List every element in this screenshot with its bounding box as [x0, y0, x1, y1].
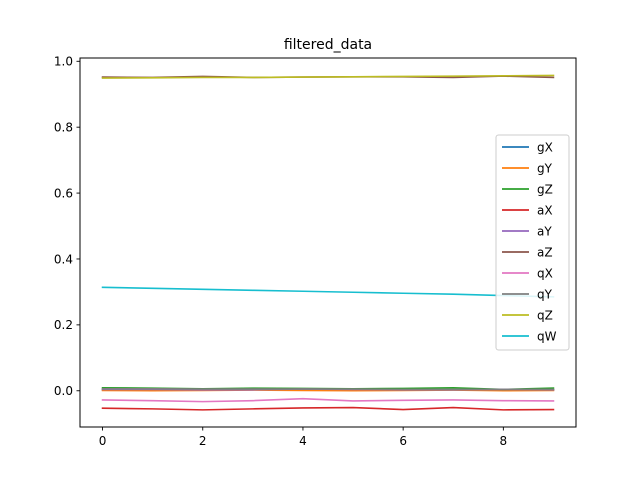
- chart-title: filtered_data: [284, 37, 372, 53]
- series-line-gY: [101, 389, 555, 392]
- x-tick-label: 4: [299, 434, 307, 448]
- legend-label-gX: gX: [537, 141, 553, 155]
- y-tick-label: 0.0: [54, 384, 73, 398]
- y-tick-label: 1.0: [54, 55, 73, 69]
- legend-label-aX: aX: [537, 204, 553, 218]
- legend-label-aZ: aZ: [537, 246, 553, 260]
- legend-label-qY: qY: [537, 288, 553, 302]
- x-tick-label: 0: [99, 434, 107, 448]
- series-line-aX: [101, 406, 555, 411]
- legend: gX gY gZ aX aY aZ qX qY qZ qW: [495, 134, 570, 351]
- plot-frame: [79, 57, 577, 428]
- series-line-qZ: [101, 74, 555, 79]
- series-line-qX: [101, 397, 555, 403]
- x-axis: 0 2 4 6 8: [99, 427, 507, 448]
- plot-area: [80, 58, 576, 427]
- x-tick-label: 2: [199, 434, 207, 448]
- y-tick-label: 0.4: [54, 252, 73, 266]
- legend-label-aY: aY: [537, 225, 552, 239]
- y-tick-label: 0.2: [54, 318, 73, 332]
- legend-label-qZ: qZ: [537, 309, 553, 323]
- y-axis: 0.0 0.2 0.4 0.6 0.8 1.0: [54, 55, 80, 398]
- series-line-qW: [101, 286, 555, 298]
- legend-label-qX: qX: [537, 267, 553, 281]
- legend-label-gY: gY: [537, 162, 553, 176]
- series-line-qY: [101, 387, 555, 391]
- x-tick-label: 8: [500, 434, 508, 448]
- y-tick-label: 0.6: [54, 186, 73, 200]
- series-layer: [101, 74, 555, 411]
- y-tick-label: 0.8: [54, 120, 73, 134]
- legend-label-gZ: gZ: [537, 183, 553, 197]
- x-tick-label: 6: [399, 434, 407, 448]
- legend-label-qW: qW: [537, 330, 557, 344]
